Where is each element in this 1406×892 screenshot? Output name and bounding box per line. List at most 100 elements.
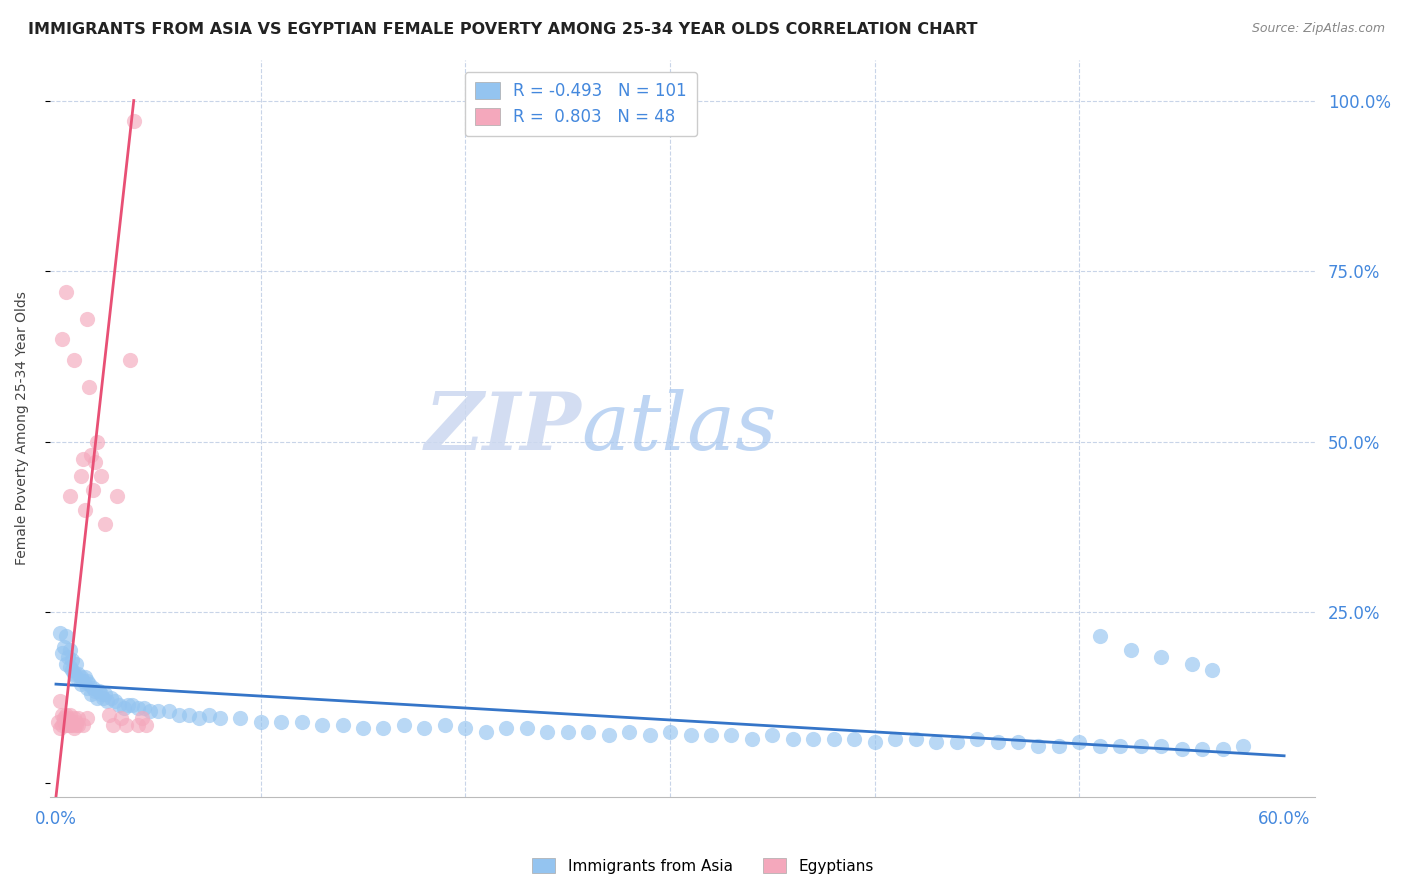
- Point: [60, 653, 83, 667]
- Point: [617, 725, 640, 739]
- Point: [80, 687, 103, 701]
- Point: [51, 333, 73, 347]
- Text: IMMIGRANTS FROM ASIA VS EGYPTIAN FEMALE POVERTY AMONG 25-34 YEAR OLDS CORRELATIO: IMMIGRANTS FROM ASIA VS EGYPTIAN FEMALE …: [28, 22, 977, 37]
- Point: [1047, 739, 1070, 753]
- Text: atlas: atlas: [581, 390, 776, 467]
- Point: [1119, 643, 1142, 657]
- Point: [103, 718, 125, 732]
- Point: [55, 285, 77, 299]
- Point: [177, 707, 200, 722]
- Point: [67, 711, 90, 725]
- Point: [598, 728, 620, 742]
- Point: [1191, 742, 1213, 756]
- Point: [741, 731, 763, 746]
- Point: [72, 451, 94, 466]
- Point: [67, 666, 90, 681]
- Point: [1088, 629, 1111, 643]
- Point: [112, 701, 135, 715]
- Point: [884, 731, 907, 746]
- Point: [110, 711, 132, 725]
- Point: [91, 690, 114, 705]
- Point: [229, 711, 252, 725]
- Point: [90, 469, 112, 483]
- Point: [925, 735, 948, 749]
- Point: [720, 728, 742, 742]
- Point: [904, 731, 927, 746]
- Point: [73, 670, 96, 684]
- Point: [77, 380, 100, 394]
- Point: [98, 707, 121, 722]
- Point: [1069, 735, 1091, 749]
- Point: [82, 483, 104, 497]
- Point: [1150, 739, 1173, 753]
- Point: [63, 352, 86, 367]
- Point: [291, 714, 314, 729]
- Point: [270, 714, 292, 729]
- Point: [1212, 742, 1234, 756]
- Point: [352, 722, 374, 736]
- Point: [139, 705, 162, 719]
- Point: [51, 718, 73, 732]
- Point: [65, 657, 87, 671]
- Text: ZIP: ZIP: [425, 390, 581, 467]
- Legend: R = -0.493   N = 101, R =  0.803   N = 48: R = -0.493 N = 101, R = 0.803 N = 48: [465, 71, 697, 136]
- Point: [638, 728, 661, 742]
- Point: [536, 725, 558, 739]
- Point: [863, 735, 886, 749]
- Point: [49, 694, 72, 708]
- Point: [1201, 664, 1223, 678]
- Point: [844, 731, 866, 746]
- Point: [55, 707, 77, 722]
- Legend: Immigrants from Asia, Egyptians: Immigrants from Asia, Egyptians: [526, 852, 880, 880]
- Point: [58, 649, 80, 664]
- Point: [51, 707, 73, 722]
- Point: [83, 684, 105, 698]
- Point: [72, 718, 94, 732]
- Point: [198, 707, 221, 722]
- Point: [73, 503, 96, 517]
- Point: [76, 681, 98, 695]
- Point: [700, 728, 723, 742]
- Point: [413, 722, 436, 736]
- Point: [475, 725, 498, 739]
- Point: [60, 664, 83, 678]
- Point: [67, 718, 90, 732]
- Point: [53, 714, 76, 729]
- Point: [63, 722, 86, 736]
- Point: [117, 698, 139, 712]
- Point: [679, 728, 702, 742]
- Point: [966, 731, 988, 746]
- Point: [249, 714, 271, 729]
- Point: [373, 722, 395, 736]
- Point: [59, 660, 82, 674]
- Point: [131, 711, 153, 725]
- Point: [100, 690, 122, 705]
- Point: [46, 714, 69, 729]
- Point: [69, 670, 91, 684]
- Point: [311, 718, 333, 732]
- Point: [59, 707, 82, 722]
- Point: [82, 681, 104, 695]
- Point: [65, 714, 87, 729]
- Point: [96, 694, 118, 708]
- Point: [76, 711, 98, 725]
- Point: [659, 725, 682, 739]
- Point: [761, 728, 783, 742]
- Point: [516, 722, 538, 736]
- Point: [495, 722, 517, 736]
- Point: [105, 490, 128, 504]
- Point: [59, 718, 82, 732]
- Point: [108, 698, 131, 712]
- Point: [208, 711, 231, 725]
- Text: Source: ZipAtlas.com: Source: ZipAtlas.com: [1251, 22, 1385, 36]
- Point: [1171, 742, 1194, 756]
- Point: [127, 701, 149, 715]
- Point: [86, 434, 108, 449]
- Point: [454, 722, 477, 736]
- Point: [157, 705, 180, 719]
- Point: [77, 677, 100, 691]
- Point: [433, 718, 456, 732]
- Point: [986, 735, 1008, 749]
- Point: [127, 718, 149, 732]
- Point: [49, 722, 72, 736]
